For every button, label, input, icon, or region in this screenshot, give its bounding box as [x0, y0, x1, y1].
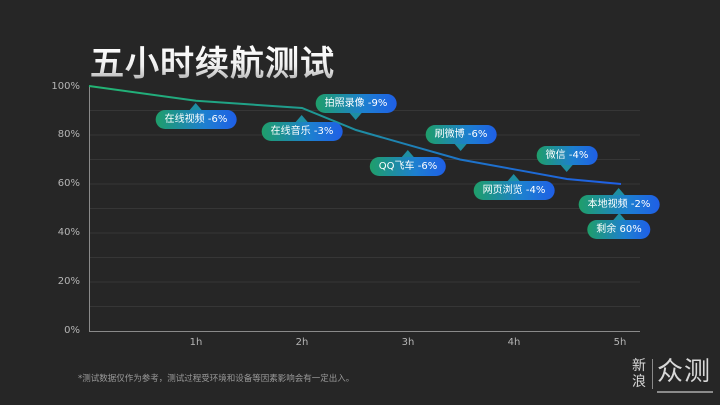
callout-pointer — [190, 103, 202, 110]
callout-local-video: 本地视频 -2% — [578, 188, 660, 214]
callout-label: QQ飞车 -6% — [378, 161, 438, 172]
x-tick-5h: 5h — [613, 337, 627, 348]
x-tick-1h: 1h — [189, 337, 203, 348]
callout-online-music: 在线音乐 -3% — [261, 115, 343, 141]
callout-photo-video: 拍照录像 -9% — [315, 94, 397, 120]
footnote: *测试数据仅作为参考，测试过程受环境和设备等因素影响会有一定出入。 — [78, 374, 355, 384]
callout-label: 网页浏览 -4% — [482, 185, 546, 196]
callout-label: 在线音乐 -3% — [270, 126, 334, 137]
callout-pointer — [613, 188, 625, 195]
x-tick-2h: 2h — [295, 337, 309, 348]
y-tick-40: 40% — [57, 227, 80, 238]
callout-remaining: 剩余 60% — [587, 213, 651, 239]
callout-web-browsing: 网页浏览 -4% — [473, 174, 555, 200]
x-tick-3h: 3h — [401, 337, 415, 348]
page-title: 五小时续航测试 — [90, 44, 335, 84]
callout-pointer — [402, 150, 414, 157]
callout-pointer — [350, 113, 362, 120]
battery-line — [88, 85, 622, 185]
callout-weibo: 刷微博 -6% — [425, 125, 497, 151]
callout-label: 微信 -4% — [545, 150, 589, 161]
x-tick-4h: 4h — [507, 337, 521, 348]
y-tick-0: 0% — [64, 325, 80, 336]
callout-wechat: 微信 -4% — [536, 146, 598, 172]
logo-big-text: 众测 — [657, 357, 712, 387]
axes — [89, 86, 640, 332]
y-tick-20: 20% — [57, 276, 80, 287]
callout-label: 剩余 60% — [596, 224, 642, 235]
callout-pointer — [613, 213, 625, 220]
callout-pointer — [296, 115, 308, 122]
y-tick-60: 60% — [57, 178, 80, 189]
callout-label: 在线视频 -6% — [164, 114, 228, 125]
y-tick-80: 80% — [57, 129, 80, 140]
logo-underline — [657, 391, 713, 393]
callout-label: 刷微博 -6% — [434, 129, 488, 140]
callout-pointer — [561, 165, 573, 172]
callout-label: 本地视频 -2% — [587, 199, 651, 210]
callout-pointer — [508, 174, 520, 181]
logo-separator — [652, 359, 653, 389]
callout-label: 拍照录像 -9% — [324, 98, 388, 109]
logo-small-text: 新浪 — [632, 358, 646, 390]
y-tick-100: 100% — [51, 81, 80, 92]
sina-zhongce-logo: 新浪 众测 — [632, 354, 716, 398]
gridlines — [89, 110, 640, 307]
callout-qq-speed: QQ飞车 -6% — [369, 150, 447, 176]
callout-online-video: 在线视频 -6% — [155, 103, 237, 129]
callout-pointer — [455, 144, 467, 151]
